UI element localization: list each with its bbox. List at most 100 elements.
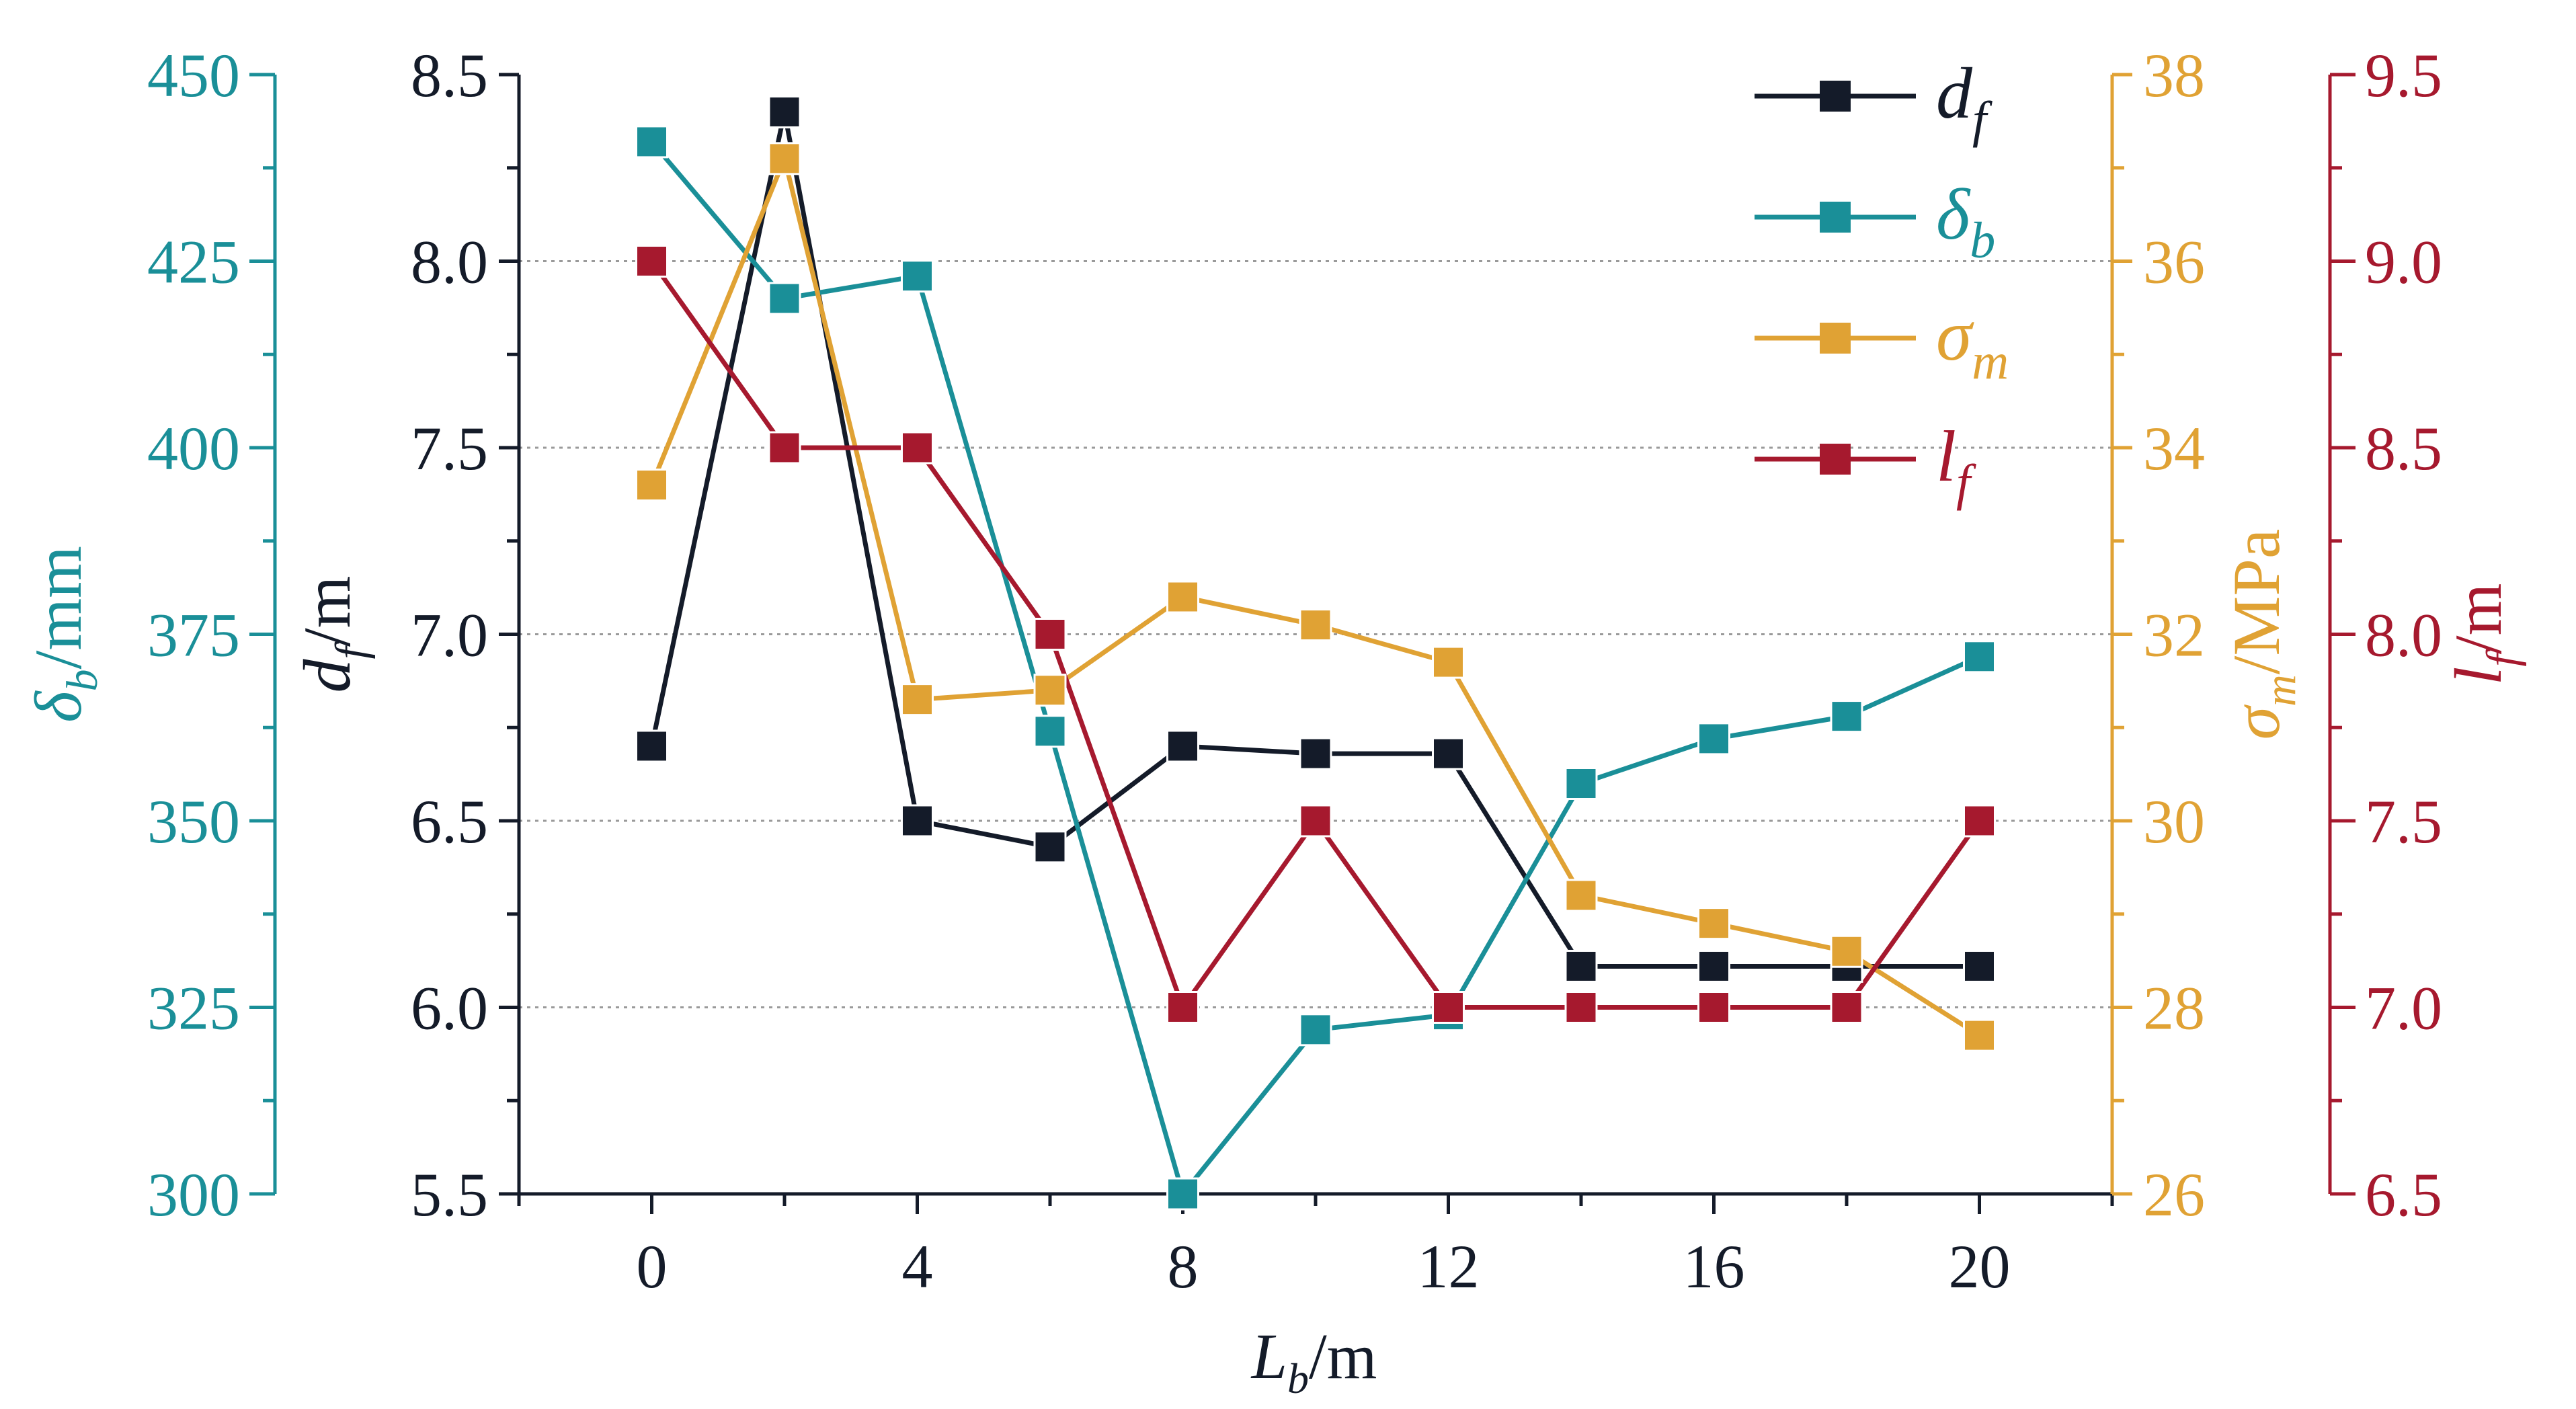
marker-sigma-m-2 bbox=[768, 142, 801, 175]
y-tick-label-sigma-m-5: 36 bbox=[2143, 228, 2205, 296]
marker-l-f-10 bbox=[1299, 804, 1332, 838]
marker-d-f-2 bbox=[768, 95, 801, 128]
marker-sigma-m-18 bbox=[1830, 934, 1863, 968]
y-axis-label-main-l-f: l bbox=[2441, 667, 2515, 686]
legend-label-d-f: df bbox=[1936, 54, 1993, 148]
legend-marker-l-f bbox=[1820, 444, 1851, 475]
marker-l-f-14 bbox=[1564, 991, 1598, 1024]
y-tick-label-l-f-2: 7.5 bbox=[2365, 787, 2442, 856]
marker-sigma-m-16 bbox=[1697, 907, 1730, 940]
marker-delta-b-8 bbox=[1166, 1177, 1199, 1211]
marker-l-f-20 bbox=[1963, 804, 1996, 838]
x-tick-label-20: 20 bbox=[1949, 1232, 2011, 1301]
legend-marker-d-f bbox=[1820, 81, 1851, 112]
marker-d-f-0 bbox=[635, 729, 668, 763]
y-axis-label-sub-sigma-m: m bbox=[2256, 674, 2305, 707]
legend-label-delta-b: δb bbox=[1936, 175, 1995, 269]
y-axis-label-sigma-m: σm/MPa bbox=[2219, 529, 2305, 740]
y-axis-label-unit-l-f: /m bbox=[2441, 583, 2515, 655]
y-axis-label-main-delta-b: δ bbox=[21, 690, 95, 723]
marker-d-f-10 bbox=[1299, 737, 1332, 770]
x-axis-label-unit: /m bbox=[1309, 1320, 1377, 1392]
y-tick-label-l-f-4: 8.5 bbox=[2365, 414, 2442, 483]
y-tick-label-l-f-6: 9.5 bbox=[2365, 41, 2442, 110]
y-tick-label-d-f-0: 5.5 bbox=[411, 1160, 488, 1229]
x-tick-label-16: 16 bbox=[1683, 1232, 1745, 1301]
y-tick-label-sigma-m-4: 34 bbox=[2143, 414, 2205, 483]
y-tick-label-d-f-1: 6.0 bbox=[411, 974, 488, 1043]
y-tick-label-sigma-m-0: 26 bbox=[2143, 1160, 2205, 1229]
axes: 0 4 8 12 16 20Lb/m300325350375400425450δb/mm5… bbox=[21, 41, 2527, 1402]
y-axis-label-main-d-f: d bbox=[290, 658, 364, 692]
marker-sigma-m-14 bbox=[1564, 879, 1598, 912]
marker-delta-b-10 bbox=[1299, 1013, 1332, 1047]
y-tick-label-d-f-6: 8.5 bbox=[411, 41, 488, 110]
y-tick-label-delta-b-0: 300 bbox=[147, 1160, 240, 1229]
x-axis-label-main: L bbox=[1250, 1320, 1287, 1392]
y-tick-label-d-f-4: 7.5 bbox=[411, 414, 488, 483]
x-tick-label-12: 12 bbox=[1418, 1232, 1480, 1301]
marker-l-f-12 bbox=[1432, 991, 1465, 1024]
marker-delta-b-2 bbox=[768, 282, 801, 315]
y-axis-label-delta-b: δb/mm bbox=[21, 546, 107, 723]
y-axis-label-unit-sigma-m: /MPa bbox=[2219, 529, 2294, 675]
legend-label-main-delta-b: δ bbox=[1936, 175, 1971, 255]
marker-l-f-8 bbox=[1166, 991, 1199, 1024]
y-tick-label-l-f-3: 8.0 bbox=[2365, 601, 2442, 670]
x-tick-label-8: 8 bbox=[1168, 1232, 1199, 1301]
marker-sigma-m-20 bbox=[1963, 1018, 1996, 1052]
marker-delta-b-16 bbox=[1697, 722, 1730, 756]
marker-d-f-16 bbox=[1697, 949, 1730, 983]
legend-label-l-f: lf bbox=[1936, 417, 1976, 511]
marker-l-f-2 bbox=[768, 431, 801, 465]
y-axis-label-l-f: lf/m bbox=[2441, 583, 2527, 686]
y-tick-label-delta-b-4: 400 bbox=[147, 414, 240, 483]
y-axis-label-unit-d-f: /m bbox=[290, 576, 364, 647]
y-tick-label-delta-b-3: 375 bbox=[147, 601, 240, 670]
marker-l-f-4 bbox=[901, 431, 934, 465]
marker-sigma-m-6 bbox=[1033, 674, 1067, 707]
marker-l-f-18 bbox=[1830, 991, 1863, 1024]
marker-sigma-m-0 bbox=[635, 469, 668, 501]
legend-label-sub-delta-b: b bbox=[1970, 212, 1995, 269]
marker-l-f-6 bbox=[1033, 618, 1067, 651]
y-tick-label-delta-b-1: 325 bbox=[147, 974, 240, 1043]
y-tick-label-sigma-m-2: 30 bbox=[2143, 787, 2205, 856]
marker-l-f-0 bbox=[635, 245, 668, 278]
y-axis-label-main-sigma-m: σ bbox=[2219, 704, 2294, 739]
legend-marker-sigma-m bbox=[1820, 323, 1851, 354]
marker-d-f-14 bbox=[1564, 949, 1598, 983]
y-tick-label-l-f-5: 9.0 bbox=[2365, 228, 2442, 296]
y-tick-label-d-f-3: 7.0 bbox=[411, 601, 488, 670]
y-tick-label-l-f-1: 7.0 bbox=[2365, 974, 2442, 1043]
y-tick-label-delta-b-5: 425 bbox=[147, 228, 240, 296]
x-axis-label: Lb/m bbox=[1250, 1320, 1377, 1402]
y-tick-label-sigma-m-3: 32 bbox=[2143, 601, 2205, 670]
marker-delta-b-6 bbox=[1033, 715, 1067, 748]
y-tick-label-delta-b-2: 350 bbox=[147, 787, 240, 856]
legend-label-main-d-f: d bbox=[1936, 54, 1973, 134]
y-tick-label-l-f-0: 6.5 bbox=[2365, 1160, 2442, 1229]
y-tick-label-d-f-5: 8.0 bbox=[411, 228, 488, 296]
y-tick-label-d-f-2: 6.5 bbox=[411, 787, 488, 856]
marker-sigma-m-10 bbox=[1299, 608, 1332, 642]
marker-delta-b-18 bbox=[1830, 700, 1863, 733]
legend-label-main-sigma-m: σ bbox=[1936, 296, 1974, 376]
legend-label-sub-sigma-m: m bbox=[1972, 333, 2009, 390]
marker-d-f-12 bbox=[1432, 737, 1465, 770]
legend-marker-delta-b bbox=[1820, 202, 1851, 233]
y-axis-label-unit-delta-b: /mm bbox=[21, 546, 95, 669]
y-axis-label-d-f: df/m bbox=[290, 576, 376, 693]
y-tick-label-sigma-m-1: 28 bbox=[2143, 974, 2205, 1043]
marker-delta-b-14 bbox=[1564, 767, 1598, 800]
y-tick-label-sigma-m-6: 38 bbox=[2143, 41, 2205, 110]
x-tick-label-0: 0 bbox=[637, 1232, 668, 1301]
y-axis-label-sub-delta-b: b bbox=[58, 669, 107, 691]
legend-label-main-l-f: l bbox=[1936, 417, 1956, 497]
marker-sigma-m-8 bbox=[1166, 580, 1199, 614]
data-series bbox=[635, 95, 1996, 1211]
marker-d-f-20 bbox=[1963, 949, 1996, 983]
